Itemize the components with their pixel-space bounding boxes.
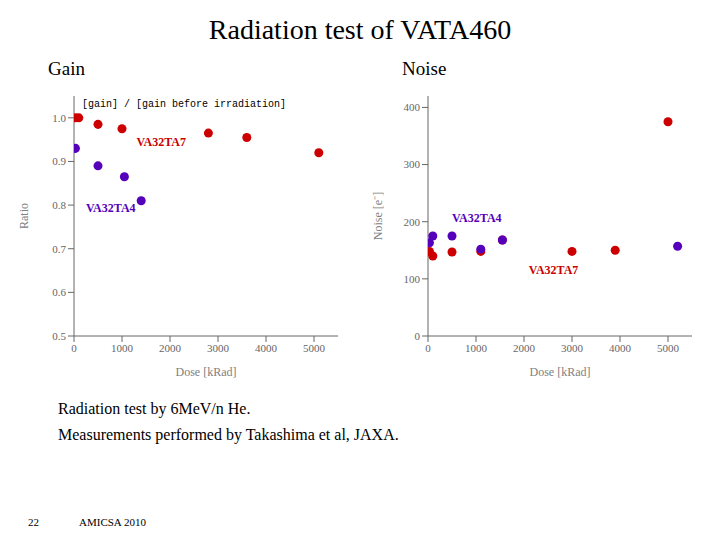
- svg-text:5000: 5000: [657, 342, 680, 354]
- svg-text:Ratio: Ratio: [17, 203, 31, 229]
- svg-text:Noise [e⁻]: Noise [e⁻]: [371, 192, 385, 240]
- svg-text:0.5: 0.5: [52, 330, 66, 342]
- svg-text:0.8: 0.8: [52, 199, 66, 211]
- svg-text:VA32TA4: VA32TA4: [452, 211, 502, 225]
- svg-text:4000: 4000: [609, 342, 632, 354]
- svg-text:1.0: 1.0: [52, 112, 66, 124]
- html-text:22: 22: [28, 516, 39, 528]
- svg-text:Dose [kRad]: Dose [kRad]: [530, 365, 591, 379]
- svg-text:0.7: 0.7: [52, 243, 66, 255]
- svg-text:2000: 2000: [159, 342, 182, 354]
- svg-text:0: 0: [425, 342, 431, 354]
- svg-text:4000: 4000: [255, 342, 278, 354]
- html-text:Radiation test by 6MeV/n He.: Radiation test by 6MeV/n He.: [58, 400, 251, 417]
- svg-text:200: 200: [404, 216, 421, 228]
- svg-text:100: 100: [404, 273, 421, 285]
- svg-text:VA32TA7: VA32TA7: [136, 135, 186, 149]
- svg-text:Dose [kRad]: Dose [kRad]: [176, 365, 237, 379]
- svg-text:400: 400: [404, 101, 421, 113]
- svg-text:300: 300: [404, 158, 421, 170]
- html-text:Gain: Gain: [48, 58, 85, 79]
- svg-text:3000: 3000: [561, 342, 584, 354]
- svg-text:1000: 1000: [111, 342, 134, 354]
- svg-text:VA32TA4: VA32TA4: [86, 201, 136, 215]
- svg-text:5000: 5000: [303, 342, 326, 354]
- svg-text:0: 0: [415, 330, 421, 342]
- svg-text:0.9: 0.9: [52, 155, 66, 167]
- svg-text:2000: 2000: [513, 342, 536, 354]
- svg-text:1000: 1000: [465, 342, 488, 354]
- html-text:[gain] / [gain before irradiat: [gain] / [gain before irradiation]: [82, 99, 286, 110]
- html-text:Noise: Noise: [402, 58, 447, 79]
- html-text:Radiation test of VATA460: Radiation test of VATA460: [208, 14, 512, 45]
- svg-text:VA32TA7: VA32TA7: [529, 263, 579, 277]
- html-text:Measurements performed by Taka: Measurements performed by Takashima et a…: [58, 426, 399, 443]
- svg-text:3000: 3000: [207, 342, 230, 354]
- html-text:AMICSA 2010: AMICSA 2010: [79, 516, 146, 528]
- svg-text:0.6: 0.6: [52, 286, 66, 298]
- svg-text:0: 0: [71, 342, 77, 354]
